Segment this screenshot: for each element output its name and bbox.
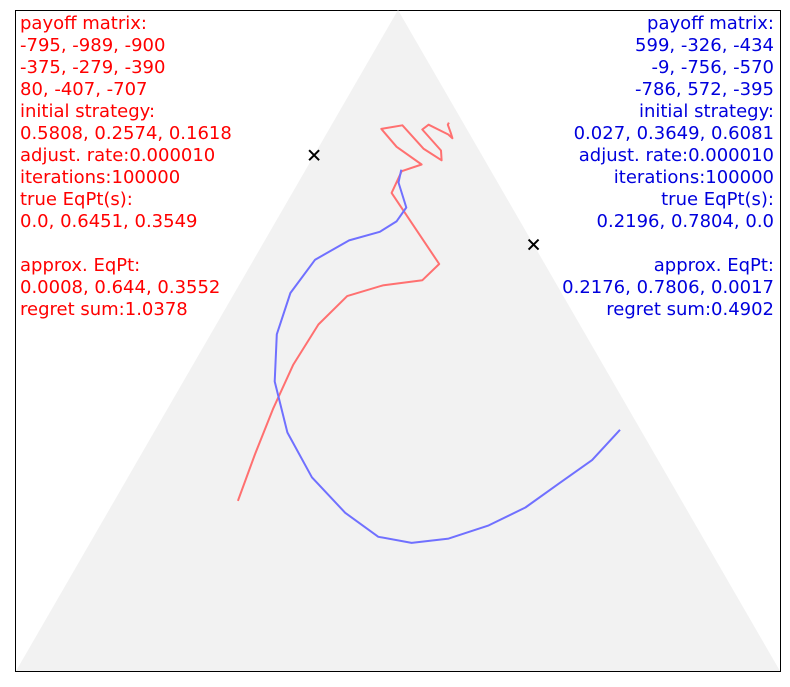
simplex-triangle	[16, 10, 780, 671]
right-info-line-1: 599, -326, -434	[635, 35, 774, 56]
left-info-line-6: adjust. rate:0.000010	[20, 145, 215, 166]
left-info-panel: payoff matrix: -795, -989, -900 -375, -279…	[20, 13, 232, 320]
right-info-line-8: true EqPt(s):	[661, 189, 774, 210]
right-info-panel: payoff matrix: 599, -326, -434 -9, -756, -…	[562, 13, 774, 320]
left-info-line-9: 0.0, 0.6451, 0.3549	[20, 211, 197, 232]
left-info-line-1: -795, -989, -900	[20, 35, 165, 56]
right-equilibrium-marker	[308, 149, 320, 161]
right-info-line-4: initial strategy:	[639, 101, 774, 122]
left-info-line-2: -375, -279, -390	[20, 57, 165, 78]
left-equilibrium-marker	[527, 238, 540, 251]
right-info-line-2: -9, -756, -570	[651, 57, 774, 78]
right-info-line-12: 0.2176, 0.7806, 0.0017	[562, 277, 774, 298]
right-info-line-5: 0.027, 0.3649, 0.6081	[574, 123, 774, 144]
left-info-line-5: 0.5808, 0.2574, 0.1618	[20, 123, 232, 144]
right-info-line-6: adjust. rate:0.000010	[579, 145, 774, 166]
left-info-line-4: initial strategy:	[20, 101, 155, 122]
left-info-line-12: 0.0008, 0.644, 0.3552	[20, 277, 220, 298]
right-info-line-0: payoff matrix:	[647, 13, 774, 34]
right-info-line-9: 0.2196, 0.7804, 0.0	[597, 211, 774, 232]
left-info-line-8: true EqPt(s):	[20, 189, 133, 210]
left-info-line-13: regret sum:1.0378	[20, 299, 188, 320]
left-info-line-7: iterations:100000	[20, 167, 180, 188]
right-info-line-13: regret sum:0.4902	[606, 299, 774, 320]
left-info-line-11: approx. EqPt:	[20, 255, 140, 276]
left-info-line-3: 80, -407, -707	[20, 79, 148, 100]
left-trajectory-line	[236, 122, 454, 502]
right-info-line-3: -786, 572, -395	[635, 79, 774, 100]
right-info-line-7: iterations:100000	[614, 167, 774, 188]
trajectory-layer	[236, 122, 621, 544]
equilibrium-marker-layer	[308, 149, 540, 251]
right-info-line-11: approx. EqPt:	[654, 255, 774, 276]
left-info-line-0: payoff matrix:	[20, 13, 147, 34]
right-trajectory-line	[273, 169, 621, 544]
